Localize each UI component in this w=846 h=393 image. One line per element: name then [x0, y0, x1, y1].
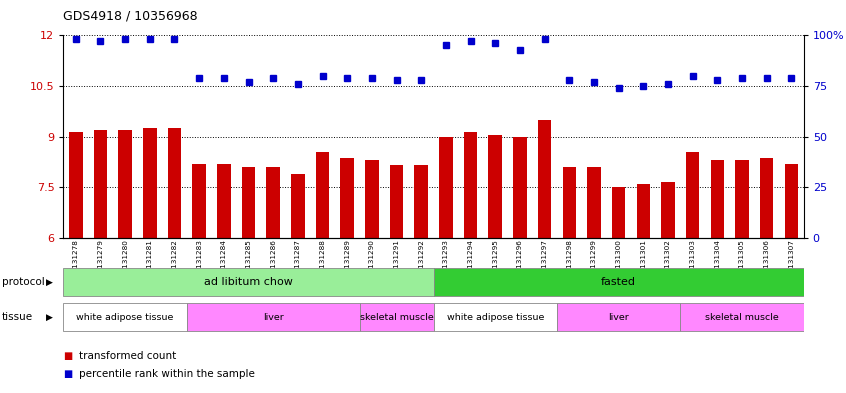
- Bar: [217, 163, 231, 238]
- Bar: [63, 268, 433, 296]
- Bar: [360, 303, 433, 332]
- Text: fasted: fasted: [602, 277, 636, 287]
- Bar: [680, 303, 804, 332]
- Bar: [612, 187, 625, 238]
- Bar: [711, 160, 724, 238]
- Bar: [538, 120, 552, 238]
- Bar: [187, 303, 360, 332]
- Text: liver: liver: [608, 313, 629, 322]
- Bar: [587, 167, 601, 238]
- Bar: [291, 174, 305, 238]
- Text: liver: liver: [263, 313, 283, 322]
- Text: percentile rank within the sample: percentile rank within the sample: [79, 369, 255, 379]
- Bar: [365, 160, 379, 238]
- Text: ad libitum chow: ad libitum chow: [204, 277, 293, 287]
- Bar: [316, 152, 329, 238]
- Text: ■: ■: [63, 369, 73, 379]
- Text: skeletal muscle: skeletal muscle: [705, 313, 779, 322]
- Bar: [563, 167, 576, 238]
- Bar: [662, 182, 675, 238]
- Text: white adipose tissue: white adipose tissue: [447, 313, 544, 322]
- Bar: [63, 303, 187, 332]
- Text: skeletal muscle: skeletal muscle: [360, 313, 433, 322]
- Bar: [168, 128, 181, 238]
- Bar: [514, 136, 527, 238]
- Text: white adipose tissue: white adipose tissue: [76, 313, 173, 322]
- Bar: [433, 268, 804, 296]
- Text: protocol: protocol: [2, 277, 45, 287]
- Bar: [415, 165, 428, 238]
- Bar: [94, 130, 107, 238]
- Bar: [192, 163, 206, 238]
- Text: ■: ■: [63, 351, 73, 361]
- Bar: [242, 167, 255, 238]
- Bar: [636, 184, 650, 238]
- Bar: [69, 132, 83, 238]
- Bar: [686, 152, 700, 238]
- Bar: [784, 163, 798, 238]
- Bar: [439, 136, 453, 238]
- Bar: [390, 165, 404, 238]
- Bar: [735, 160, 749, 238]
- Bar: [266, 167, 280, 238]
- Bar: [557, 303, 680, 332]
- Text: ▶: ▶: [46, 313, 52, 322]
- Bar: [433, 303, 557, 332]
- Bar: [464, 132, 477, 238]
- Text: GDS4918 / 10356968: GDS4918 / 10356968: [63, 10, 198, 23]
- Bar: [488, 135, 502, 238]
- Text: transformed count: transformed count: [79, 351, 176, 361]
- Bar: [118, 130, 132, 238]
- Bar: [143, 128, 157, 238]
- Text: ▶: ▶: [46, 277, 52, 286]
- Bar: [760, 158, 773, 238]
- Text: tissue: tissue: [2, 312, 33, 322]
- Bar: [340, 158, 354, 238]
